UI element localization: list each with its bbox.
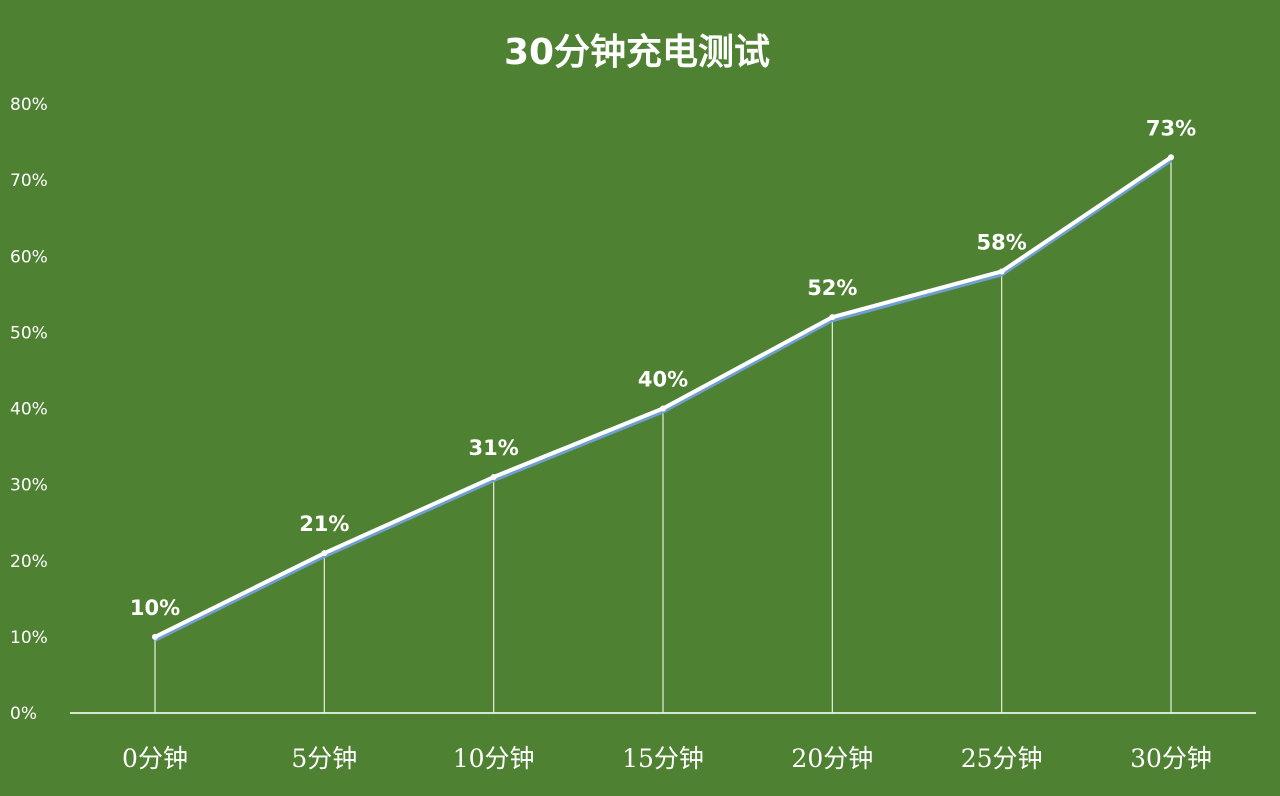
data-point [660, 405, 666, 412]
y-tick-label: 30% [10, 476, 48, 496]
y-tick-label: 10% [10, 628, 48, 648]
x-tick-label: 30分钟 [1130, 744, 1212, 773]
data-point [490, 474, 497, 481]
y-tick-label: 80% [10, 95, 48, 115]
data-point [152, 633, 158, 640]
y-tick-label: 20% [10, 552, 48, 572]
data-point [998, 268, 1005, 275]
data-label: 31% [469, 436, 519, 460]
data-point [321, 550, 328, 557]
x-tick-label: 10分钟 [453, 744, 535, 773]
data-label: 52% [807, 276, 857, 300]
drop-lines [154, 157, 1172, 713]
x-axis-tick-labels: 0分钟 5分钟 10分钟 15分钟 20分钟 25分钟 30分钟 [122, 744, 1212, 773]
data-label: 73% [1146, 116, 1196, 140]
y-tick-label: 50% [10, 323, 48, 343]
chart-title: 30分钟充电测试 [504, 32, 770, 73]
y-tick-label: 0% [10, 704, 37, 724]
data-label: 40% [638, 368, 688, 392]
data-points [152, 154, 1174, 640]
x-tick-label: 25分钟 [961, 744, 1043, 773]
data-label: 21% [299, 512, 349, 536]
data-label: 58% [977, 230, 1027, 254]
data-point [829, 314, 836, 321]
data-labels: 10% 21% 31% 40% 52% 58% 73% [130, 116, 1196, 620]
x-tick-label: 15分钟 [622, 744, 704, 773]
data-label: 10% [130, 596, 180, 620]
y-tick-label: 70% [10, 171, 48, 191]
y-tick-label: 40% [10, 400, 48, 420]
y-axis-tick-labels: 0% 10% 20% 30% 40% 50% 60% 70% 80% [10, 95, 48, 724]
y-tick-label: 60% [10, 247, 48, 267]
x-tick-label: 0分钟 [122, 744, 188, 773]
data-point [1168, 154, 1174, 161]
x-tick-label: 20分钟 [791, 744, 873, 773]
x-tick-label: 5分钟 [291, 744, 357, 773]
